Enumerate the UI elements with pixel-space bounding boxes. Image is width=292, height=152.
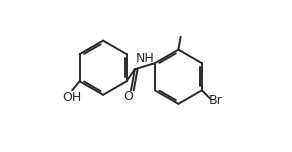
Text: OH: OH [62,90,81,104]
Text: O: O [123,90,133,103]
Text: NH: NH [135,52,154,65]
Text: Br: Br [209,94,223,107]
